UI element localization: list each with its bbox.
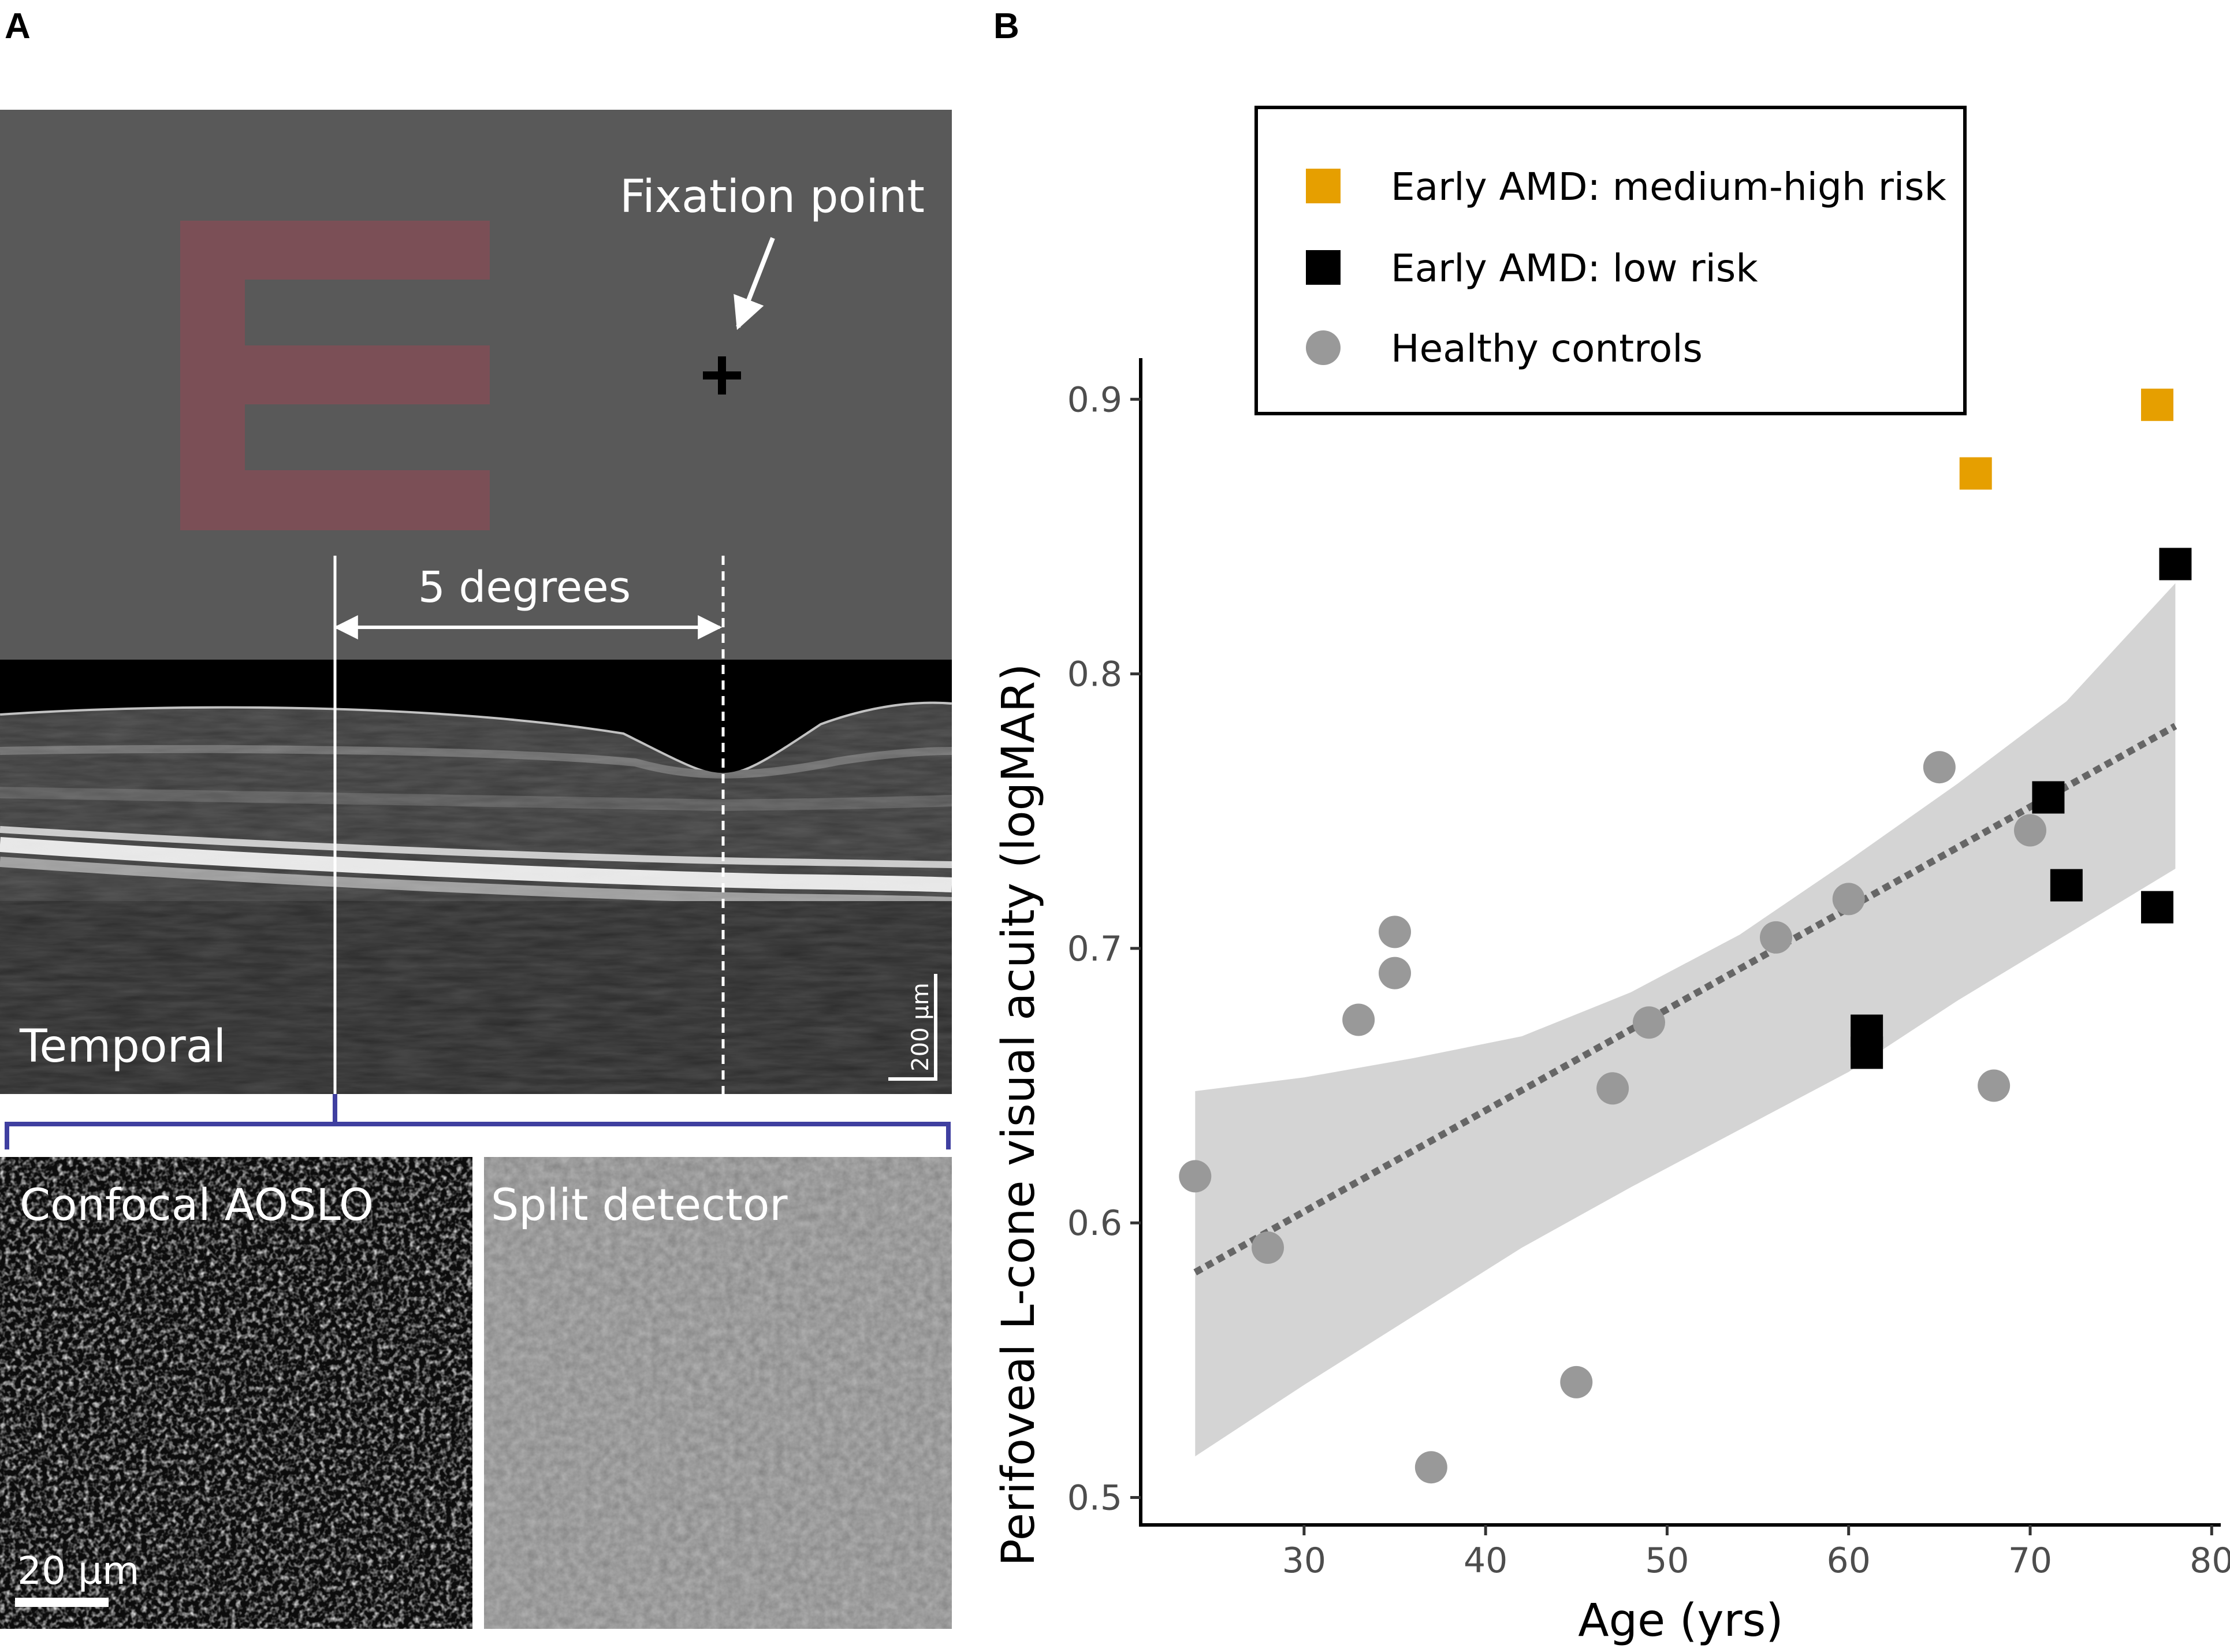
point-early-amd-medium-high-risk xyxy=(1959,457,1992,490)
x-tick-label: 30 xyxy=(1282,1541,1326,1581)
point-healthy-controls xyxy=(1560,1365,1593,1398)
x-tick-label: 60 xyxy=(1827,1541,1871,1581)
y-tick-label: 0.7 xyxy=(1067,929,1122,969)
legend-key-early-amd-low-risk xyxy=(1306,250,1341,285)
temporal-label: Temporal xyxy=(19,1021,226,1073)
confocal-label: Confocal AOSLO xyxy=(20,1179,374,1230)
legend-label-healthy-controls: Healthy controls xyxy=(1391,326,1703,371)
y-tick-label: 0.6 xyxy=(1067,1203,1122,1244)
fixation-point-label: Fixation point xyxy=(620,171,925,223)
legend-key-healthy-controls xyxy=(1306,330,1341,365)
point-healthy-controls xyxy=(1633,1006,1665,1039)
confidence-band xyxy=(1195,583,2176,1457)
fixation-arrow xyxy=(734,237,775,330)
degrees-label: 5 degrees xyxy=(418,563,631,612)
point-healthy-controls xyxy=(1179,1160,1212,1193)
x-tick-label: 70 xyxy=(2008,1541,2052,1581)
point-healthy-controls xyxy=(1252,1231,1284,1264)
x-tick-label: 50 xyxy=(1645,1541,1689,1581)
point-healthy-controls xyxy=(1414,1451,1447,1484)
point-healthy-controls xyxy=(2014,814,2046,847)
regression-fit-line xyxy=(1193,723,2177,1275)
x-axis-title: Age (yrs) xyxy=(1578,1595,1783,1647)
oct-scan xyxy=(0,660,952,1094)
letter-e xyxy=(180,221,490,530)
panel-b-letter: B xyxy=(993,6,1019,46)
x-tick-label: 40 xyxy=(1464,1541,1507,1581)
scatter-chart: 30 40 50 60 70 80 0.5 0.6 0.7 0.8 0.9 Early AMD: m… xyxy=(1067,106,2230,1581)
split-detector-label: Split detector xyxy=(491,1179,788,1230)
svg-text:200 µm: 200 µm xyxy=(907,983,934,1071)
point-healthy-controls xyxy=(1832,883,1865,916)
point-early-amd-low-risk xyxy=(2050,869,2083,902)
oct-scale-bar: 200 µm xyxy=(888,974,937,1081)
point-early-amd-low-risk xyxy=(2159,548,2192,581)
point-healthy-controls xyxy=(1760,921,1792,954)
legend-label-early-amd-medium-high-risk: Early AMD: medium-high risk xyxy=(1391,165,1947,209)
split-detector-image xyxy=(484,1157,952,1629)
panel-a-letter: A xyxy=(5,6,31,46)
point-healthy-controls xyxy=(1342,1003,1375,1036)
point-healthy-controls xyxy=(1379,957,1411,989)
legend-key-early-amd-medium-high-risk xyxy=(1306,169,1341,203)
legend: Early AMD: medium-high risk Early AMD: lo… xyxy=(1254,106,1967,415)
point-early-amd-low-risk xyxy=(2141,891,2173,924)
point-healthy-controls xyxy=(1379,916,1411,948)
point-healthy-controls xyxy=(1923,751,1956,784)
region-bracket xyxy=(5,1094,951,1149)
point-healthy-controls xyxy=(1596,1072,1629,1105)
y-tick-label: 0.9 xyxy=(1067,379,1122,420)
aoslo-scale-bar xyxy=(15,1598,109,1607)
point-early-amd-low-risk xyxy=(2032,781,2065,814)
point-early-amd-low-risk xyxy=(1851,1036,1883,1069)
y-axis-title: Perifoveal L-cone visual acuity (logMAR) xyxy=(993,664,1045,1567)
y-tick-label: 0.5 xyxy=(1067,1478,1122,1518)
fixation-cross xyxy=(703,356,741,395)
x-tick-label: 80 xyxy=(2190,1541,2230,1581)
aoslo-scale-label: 20 µm xyxy=(17,1549,139,1593)
y-tick-label: 0.8 xyxy=(1067,654,1122,695)
confocal-aoslo-image xyxy=(0,1157,472,1629)
legend-label-early-amd-low-risk: Early AMD: low risk xyxy=(1391,246,1758,291)
legend-box xyxy=(1254,106,1967,415)
point-early-amd-medium-high-risk xyxy=(2141,388,2173,421)
point-healthy-controls xyxy=(1978,1069,2011,1102)
